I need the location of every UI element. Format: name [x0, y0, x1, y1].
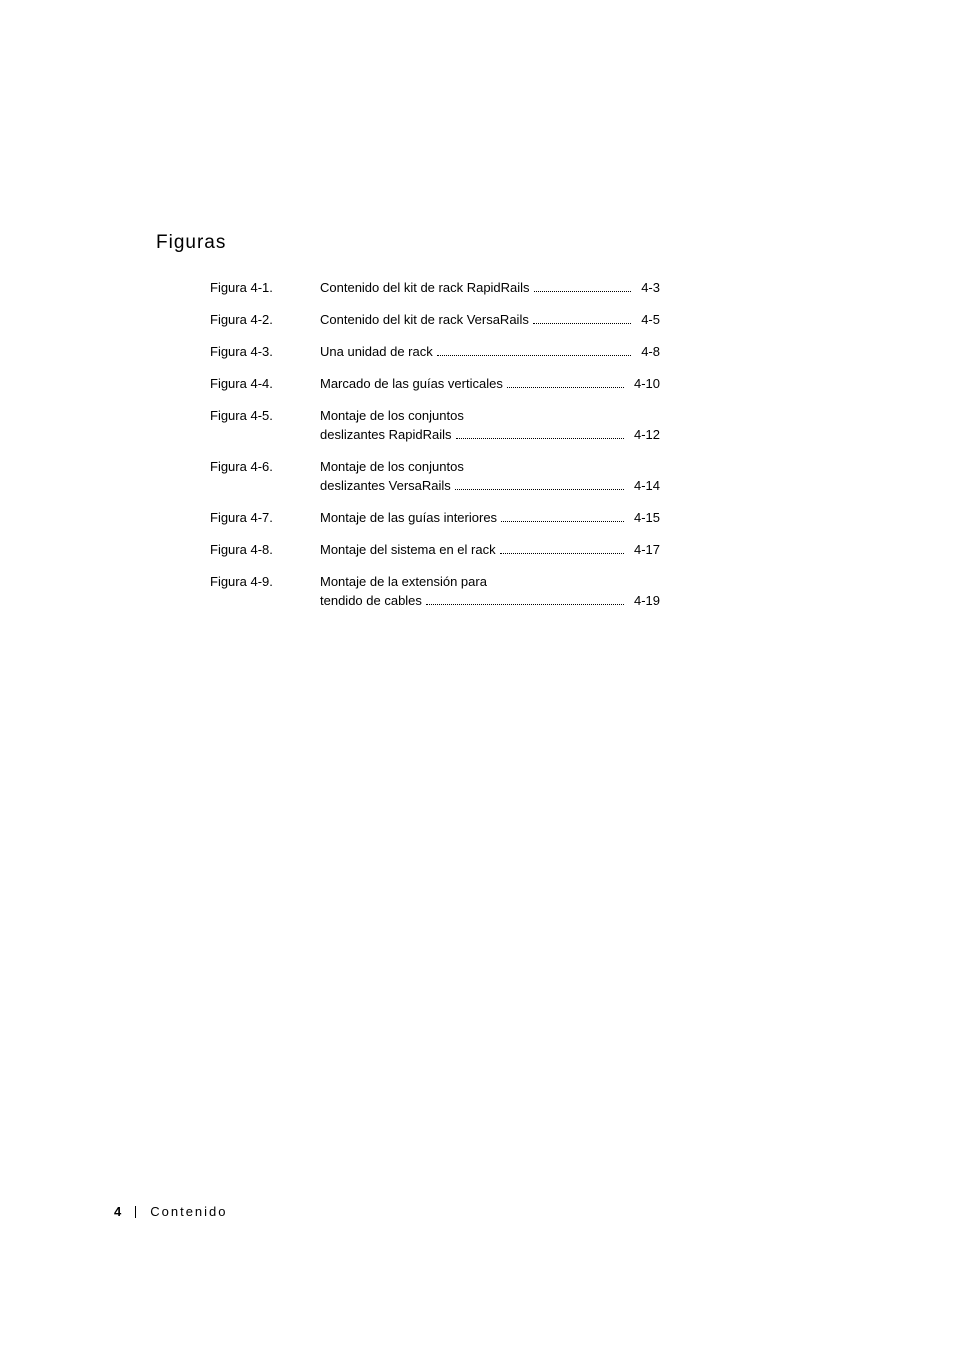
- section-heading: Figuras: [156, 232, 226, 254]
- leader-dots: [534, 291, 632, 292]
- document-page: Figuras Figura 4-1.Contenido del kit de …: [0, 0, 954, 1351]
- leader-dots: [533, 323, 631, 324]
- figure-page-number: 4-8: [635, 342, 660, 361]
- figure-page-number: 4-14: [628, 476, 660, 495]
- figure-label: Figura 4-8.: [210, 540, 320, 559]
- figure-entry: Figura 4-7.Montaje de las guías interior…: [210, 508, 660, 527]
- figure-title: Montaje de los conjuntosdeslizantes Vers…: [320, 457, 660, 495]
- figure-entry: Figura 4-1.Contenido del kit de rack Rap…: [210, 278, 660, 297]
- figure-page-number: 4-3: [635, 278, 660, 297]
- figure-page-number: 4-17: [628, 540, 660, 559]
- figure-title: Contenido del kit de rack RapidRails 4-3: [320, 278, 660, 297]
- figure-label: Figura 4-2.: [210, 310, 320, 329]
- figure-label: Figura 4-6.: [210, 457, 320, 476]
- figure-title-line: Una unidad de rack: [320, 342, 433, 361]
- leader-dots: [500, 553, 624, 554]
- figure-entry: Figura 4-6.Montaje de los conjuntosdesli…: [210, 457, 660, 495]
- figure-label: Figura 4-5.: [210, 406, 320, 425]
- footer-page-number: 4: [114, 1204, 121, 1219]
- figure-title-line: Montaje de los conjuntos: [320, 457, 464, 476]
- figure-title-line: Contenido del kit de rack VersaRails: [320, 310, 529, 329]
- figure-entry: Figura 4-9.Montaje de la extensión parat…: [210, 572, 660, 610]
- figure-page-number: 4-19: [628, 591, 660, 610]
- figure-title-line: Montaje de la extensión para: [320, 572, 487, 591]
- leader-dots: [456, 438, 624, 439]
- figure-label: Figura 4-3.: [210, 342, 320, 361]
- figure-title-line: deslizantes RapidRails: [320, 425, 452, 444]
- figure-title-line: Marcado de las guías verticales: [320, 374, 503, 393]
- leader-dots: [507, 387, 624, 388]
- figure-title: Montaje del sistema en el rack 4-17: [320, 540, 660, 559]
- figure-title: Una unidad de rack 4-8: [320, 342, 660, 361]
- figure-title-line: Montaje de los conjuntos: [320, 406, 464, 425]
- figure-label: Figura 4-4.: [210, 374, 320, 393]
- figure-title-line: deslizantes VersaRails: [320, 476, 451, 495]
- figure-title: Contenido del kit de rack VersaRails 4-5: [320, 310, 660, 329]
- leader-dots: [437, 355, 631, 356]
- figure-title-line: Contenido del kit de rack RapidRails: [320, 278, 530, 297]
- leader-dots: [426, 604, 624, 605]
- figure-page-number: 4-5: [635, 310, 660, 329]
- figure-entry: Figura 4-2.Contenido del kit de rack Ver…: [210, 310, 660, 329]
- leader-dots: [455, 489, 624, 490]
- figure-entry: Figura 4-5.Montaje de los conjuntosdesli…: [210, 406, 660, 444]
- figure-title-line: Montaje de las guías interiores: [320, 508, 497, 527]
- figure-title: Marcado de las guías verticales 4-10: [320, 374, 660, 393]
- figure-title-line: Montaje del sistema en el rack: [320, 540, 496, 559]
- figure-title-line: tendido de cables: [320, 591, 422, 610]
- figure-entry: Figura 4-3.Una unidad de rack 4-8: [210, 342, 660, 361]
- figure-page-number: 4-15: [628, 508, 660, 527]
- footer-section-name: Contenido: [150, 1204, 227, 1219]
- page-footer: 4 Contenido: [114, 1204, 228, 1219]
- figure-page-number: 4-10: [628, 374, 660, 393]
- figure-label: Figura 4-9.: [210, 572, 320, 591]
- figure-title: Montaje de los conjuntosdeslizantes Rapi…: [320, 406, 660, 444]
- figure-entry: Figura 4-8.Montaje del sistema en el rac…: [210, 540, 660, 559]
- figure-title: Montaje de la extensión paratendido de c…: [320, 572, 660, 610]
- leader-dots: [501, 521, 624, 522]
- figure-label: Figura 4-1.: [210, 278, 320, 297]
- figures-list: Figura 4-1.Contenido del kit de rack Rap…: [210, 278, 660, 623]
- figure-title: Montaje de las guías interiores 4-15: [320, 508, 660, 527]
- figure-page-number: 4-12: [628, 425, 660, 444]
- figure-entry: Figura 4-4.Marcado de las guías vertical…: [210, 374, 660, 393]
- figure-label: Figura 4-7.: [210, 508, 320, 527]
- footer-separator: [135, 1206, 136, 1218]
